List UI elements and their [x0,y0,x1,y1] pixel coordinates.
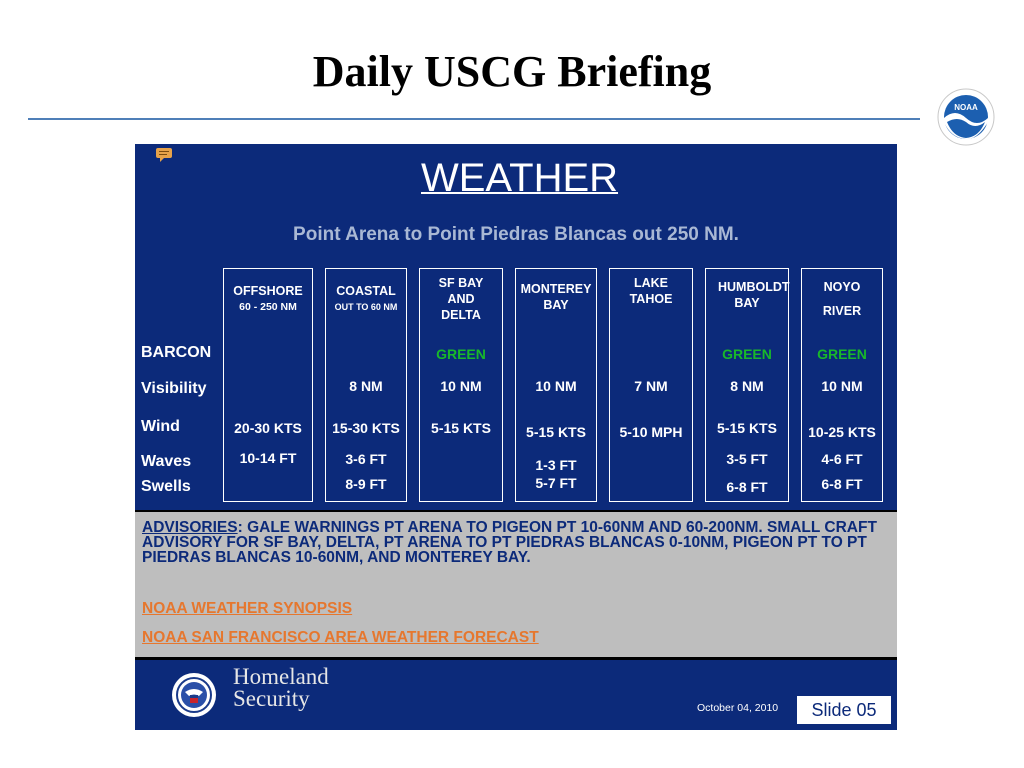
column-name: LAKE TAHOE [629,276,673,306]
area-description: Point Arena to Point Piedras Blancas out… [293,224,739,245]
title-divider [28,118,920,120]
column-sf-bay: SF BAY AND DELTA [419,268,503,502]
slide-number: Slide 05 [797,696,891,724]
column-noyo-river: NOYO RIVER [801,268,883,502]
waves-coastal: 3-6 FT [345,451,387,467]
row-label-barcon: BARCON [141,344,212,361]
dhs-seal-icon [172,673,216,717]
column-sub: OUT TO 60 NM [334,302,398,312]
column-humboldt-bay: HUMBOLDT BAY [705,268,790,502]
wind-monterey-bay: 5-15 KTS [526,424,586,440]
column-sub: 60 - 250 NM [239,301,297,313]
column-name: MONTEREY BAY [520,282,592,312]
noaa-logo-icon: NOAA [937,88,995,146]
wind-sf-bay: 5-15 KTS [431,420,491,436]
dhs-wordmark: Homeland Security [233,664,329,711]
wind-noyo-river: 10-25 KTS [808,424,876,440]
noaa-sf-forecast-link[interactable]: NOAA SAN FRANCISCO AREA WEATHER FORECAST [142,629,539,646]
wind-humboldt-bay: 5-15 KTS [717,420,777,436]
visibility-monterey-bay: 10 NM [535,378,577,394]
waves-monterey-bay: 1-3 FT [535,457,577,473]
visibility-coastal: 8 NM [349,378,383,394]
waves-offshore: 10-14 FT [239,450,297,466]
visibility-sf-bay: 10 NM [440,378,482,394]
advisory-label: ADVISORIES [142,519,238,536]
slide-footer: Homeland Security October 04, 2010 Slide… [135,660,897,730]
barcon-sf-bay: GREEN [436,346,486,362]
column-monterey-bay: MONTEREY BAY [515,268,597,502]
row-label-swells: Swells [141,478,191,495]
slide-date: October 04, 2010 [697,702,779,714]
swells-coastal: 8-9 FT [345,476,387,492]
row-label-wind: Wind [141,418,180,435]
row-label-visibility: Visibility [141,380,207,397]
svg-text:NOAA: NOAA [954,103,978,112]
waves-humboldt-bay: 3-5 FT [726,451,768,467]
swells-humboldt-bay: 6-8 FT [726,479,768,495]
noaa-weather-synopsis-link[interactable]: NOAA WEATHER SYNOPSIS [142,600,353,617]
visibility-noyo-river: 10 NM [821,378,863,394]
wind-coastal: 15-30 KTS [332,420,400,436]
weather-slide: WEATHER Point Arena to Point Piedras Bla… [135,144,897,730]
wind-offshore: 20-30 KTS [234,420,302,436]
column-lake-tahoe: LAKE TAHOE [609,268,693,502]
barcon-noyo-river: GREEN [817,346,867,362]
column-name: SF BAY AND DELTA [438,276,484,322]
column-name: HUMBOLDT BAY [718,280,790,310]
wind-lake-tahoe: 5-10 MPH [619,424,683,440]
page-title: Daily USCG Briefing [312,47,712,96]
column-coastal: COASTAL OUT TO 60 NM [325,268,407,502]
row-label-waves: Waves [141,453,192,470]
advisory-body: : GALE WARNINGS PT ARENA TO PIGEON PT 10… [142,519,877,566]
weather-title: WEATHER [421,156,619,200]
swells-noyo-river: 6-8 FT [821,476,863,492]
barcon-humboldt-bay: GREEN [722,346,772,362]
advisory-text: ADVISORIES: GALE WARNINGS PT ARENA TO PI… [142,519,882,566]
column-offshore: OFFSHORE 60 - 250 NM [223,268,313,502]
column-name: OFFSHORE [233,284,303,298]
swells-monterey-bay: 5-7 FT [535,475,577,491]
column-name: COASTAL [336,284,396,298]
visibility-humboldt-bay: 8 NM [730,378,764,394]
column-name: NOYO RIVER [822,280,862,318]
advisory-panel: ADVISORIES: GALE WARNINGS PT ARENA TO PI… [135,510,897,660]
waves-noyo-river: 4-6 FT [821,451,863,467]
comment-icon[interactable] [155,148,173,162]
visibility-lake-tahoe: 7 NM [634,378,668,394]
